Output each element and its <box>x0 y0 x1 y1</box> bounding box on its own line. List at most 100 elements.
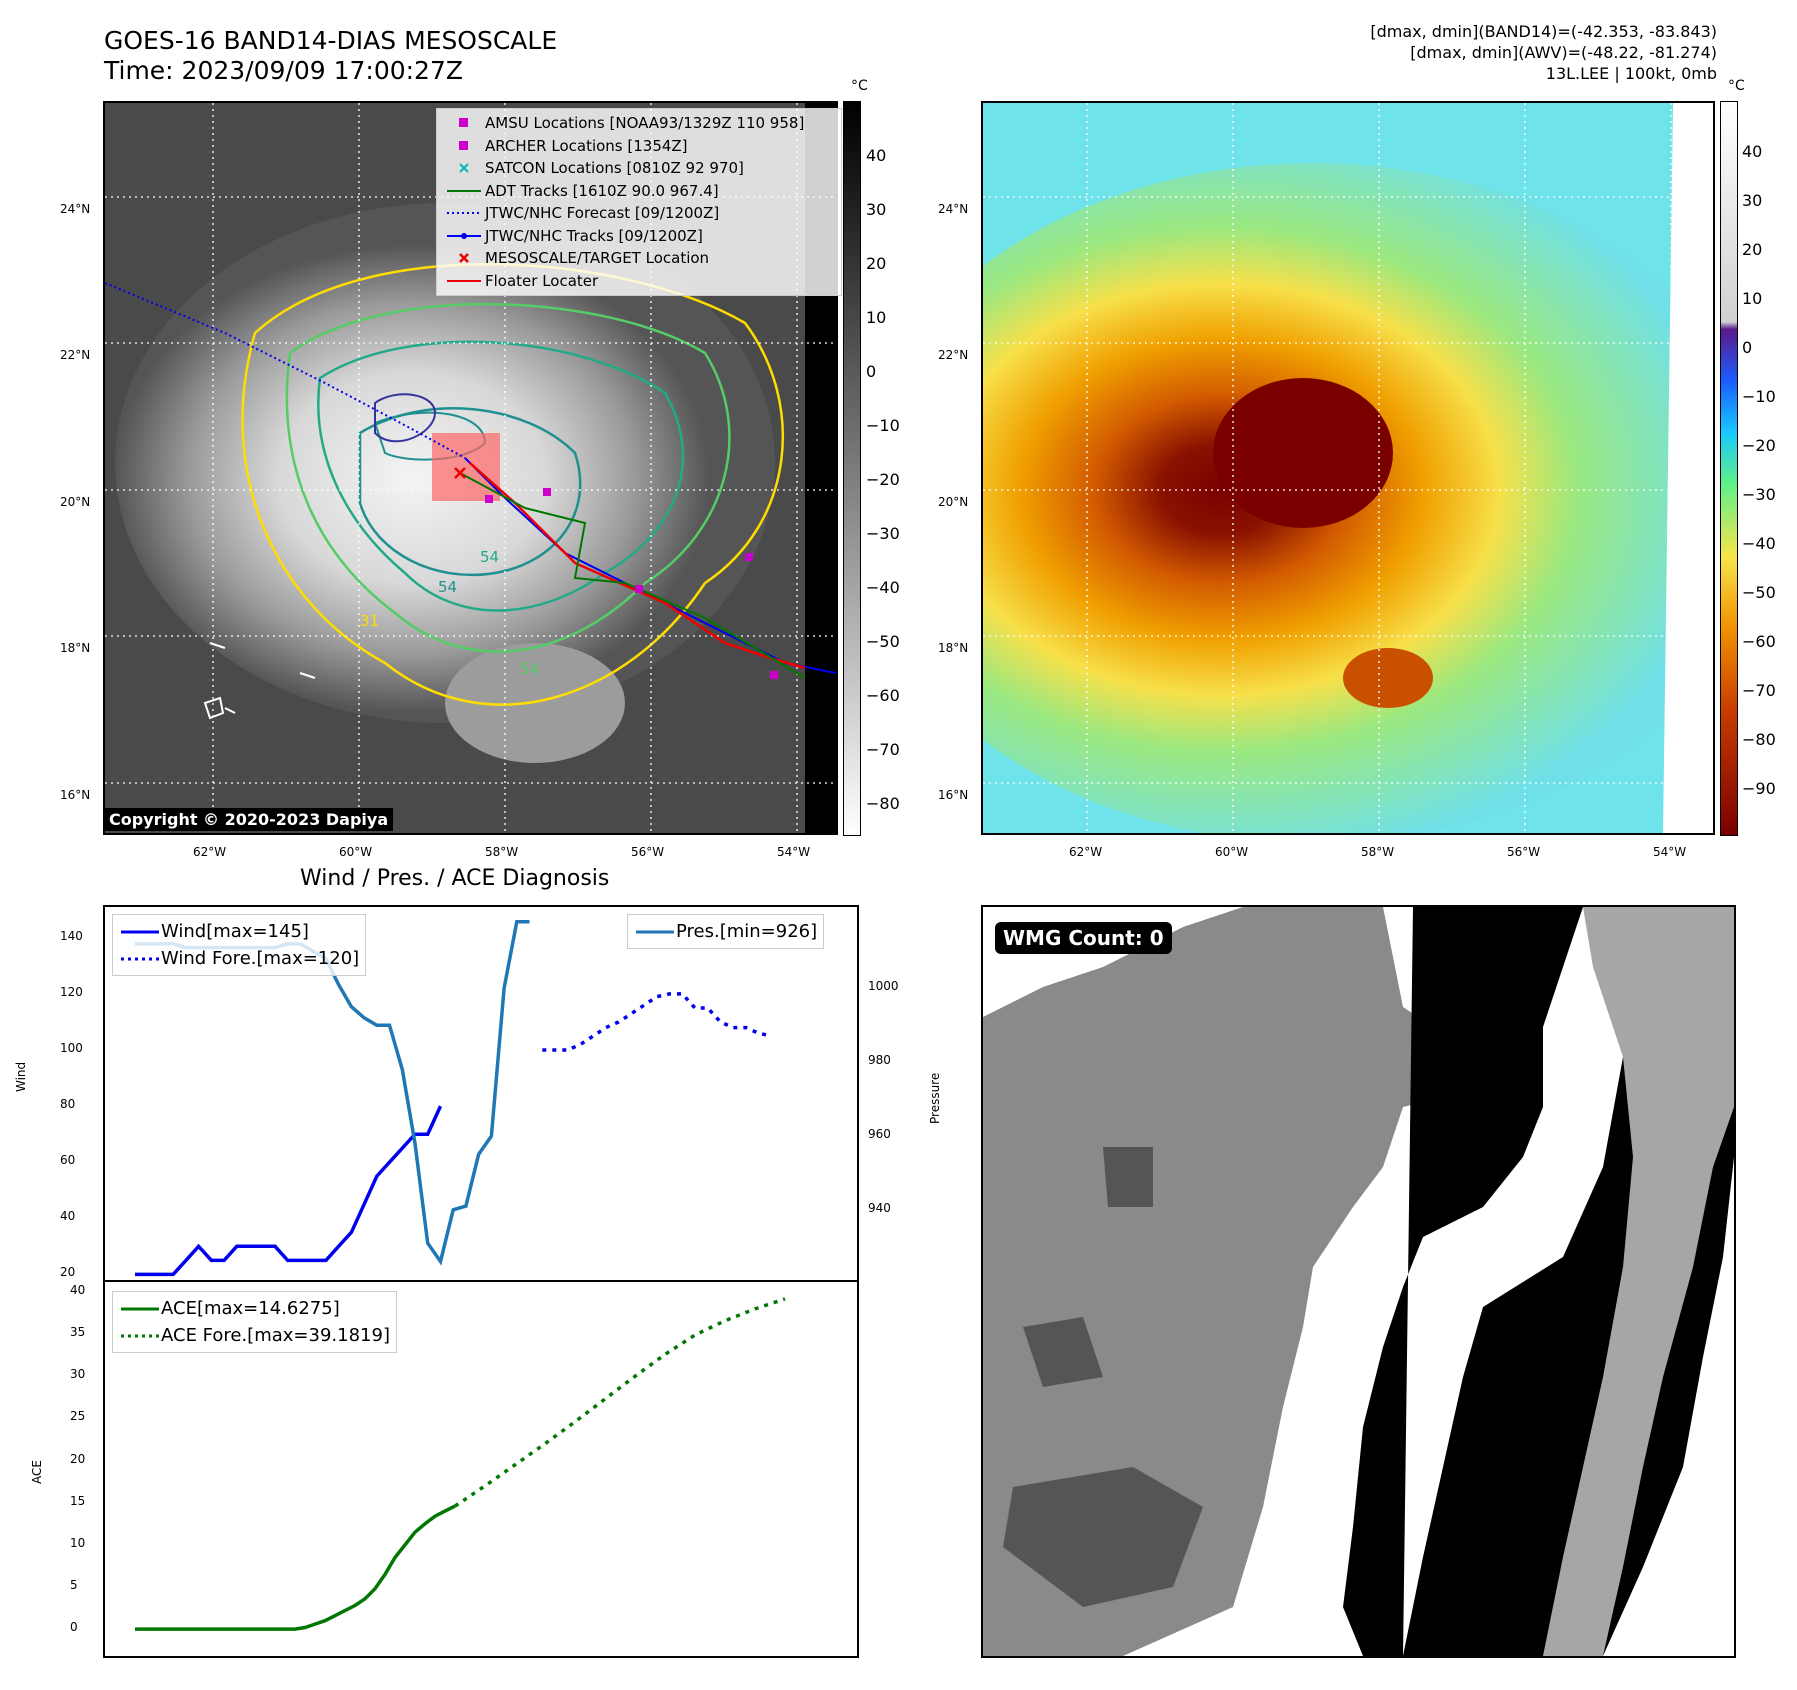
diagnosis-title: Wind / Pres. / ACE Diagnosis <box>300 866 610 891</box>
amsu-archer-markers <box>485 488 778 679</box>
legend-jtwc-tracks: JTWC/NHC Tracks [09/1200Z] <box>443 225 835 248</box>
awv-map <box>983 103 1713 833</box>
dotted-line-icon <box>443 210 485 216</box>
info-awv: [dmax, dmin](AWV)=(-48.22, -81.274) <box>1410 43 1717 62</box>
lat-tick: 16°N <box>938 788 969 802</box>
line-dot-icon <box>443 232 485 240</box>
pressure-tick: 940 <box>868 1200 891 1215</box>
ace-tick: 10 <box>70 1535 86 1550</box>
lon-tick: 54°W <box>777 845 811 859</box>
forecast-track <box>105 282 466 459</box>
contour-core <box>374 393 437 443</box>
square-icon <box>443 117 485 129</box>
legend-label: SATCON Locations [0810Z 92 970] <box>485 159 744 177</box>
colorbar-tick: −30 <box>1742 485 1776 504</box>
square-icon <box>443 140 485 152</box>
legend-label: JTWC/NHC Tracks [09/1200Z] <box>485 226 703 245</box>
colorbar-tick: −70 <box>1742 681 1776 700</box>
colorbar-tick: −70 <box>866 740 900 759</box>
colorbar-tick: 40 <box>1742 142 1763 161</box>
colorbar-tick: 10 <box>1742 289 1763 308</box>
lat-tick: 18°N <box>938 641 969 655</box>
lon-tick: 56°W <box>1507 845 1541 859</box>
colorbar-tick: −80 <box>1742 730 1776 749</box>
lat-tick: 16°N <box>60 788 91 802</box>
contour-label-54: 54 <box>438 578 458 596</box>
ace-tick: 30 <box>70 1367 86 1382</box>
awv-map-panel <box>981 101 1715 835</box>
wmg-dark-patch <box>1103 1147 1153 1207</box>
colorbar-unit: °C <box>1728 78 1745 94</box>
awv-core <box>1213 378 1393 528</box>
colorbar-tick: 30 <box>1742 191 1763 210</box>
info-band14: [dmax, dmin](BAND14)=(-42.353, -83.843) <box>1370 22 1717 41</box>
lon-tick: 60°W <box>339 845 373 859</box>
colorbar-tick: −50 <box>1742 583 1776 602</box>
target-marker <box>454 467 466 479</box>
lon-tick: 58°W <box>1361 845 1395 859</box>
line-icon <box>634 929 676 935</box>
ace-tick: 0 <box>70 1620 78 1635</box>
contour-label-54b: 54 <box>480 548 500 566</box>
legend-label: ACE Fore.[max=39.1819] <box>161 1325 390 1346</box>
colorbar-tick: 20 <box>866 254 887 273</box>
legend-label: Floater Locater <box>485 271 599 290</box>
lon-tick: 56°W <box>631 845 665 859</box>
wmg-dark-patch <box>1003 1467 1203 1607</box>
lon-tick: 62°W <box>193 845 227 859</box>
x-icon <box>443 252 485 264</box>
awv-grid <box>983 103 1713 833</box>
ace-series-line-0 <box>135 1504 456 1631</box>
pressure-tick: 1000 <box>868 979 899 994</box>
colorbar-tick: −20 <box>1742 436 1776 455</box>
legend-label: Pres.[min=926] <box>676 921 818 942</box>
lat-tick: 24°N <box>938 202 969 216</box>
legend-amsu: AMSU Locations [NOAA93/1329Z 110 958] <box>443 112 835 135</box>
legend-target: MESOSCALE/TARGET Location <box>443 247 835 270</box>
colorbar-tick: −50 <box>866 632 900 651</box>
ace-tick: 40 <box>70 1283 86 1297</box>
lon-tick: 62°W <box>1069 845 1103 859</box>
lon-tick: 54°W <box>1653 845 1687 859</box>
contour-dark-teal <box>358 407 582 577</box>
wmg-count-badge: WMG Count: 0 <box>995 922 1172 954</box>
lat-tick: 18°N <box>60 641 91 655</box>
ace-axis-label: ACE <box>30 1460 44 1484</box>
awv-cell <box>1343 648 1433 708</box>
wmg-dark-patch <box>1023 1317 1103 1387</box>
wmg-panel <box>981 905 1736 1658</box>
wmg-light-band <box>1543 907 1734 1656</box>
wind-tick: 20 <box>60 1265 76 1280</box>
ace-tick: 25 <box>70 1409 86 1424</box>
mesoscale-box <box>432 433 500 501</box>
legend-ace-forecast: ACE Fore.[max=39.1819] <box>119 1322 390 1349</box>
contour-label-31: 31 <box>360 612 380 630</box>
info-storm: 13L.LEE | 100kt, 0mb <box>1545 64 1717 83</box>
legend-adt: ADT Tracks [1610Z 90.0 967.4] <box>443 180 835 203</box>
wind-tick: 40 <box>60 1209 76 1224</box>
lat-tick: 24°N <box>60 202 91 216</box>
colorbar-tick: −60 <box>866 686 900 705</box>
ace-tick: 15 <box>70 1493 86 1508</box>
colorbar-tick: 0 <box>866 362 877 381</box>
dotted-line-icon <box>119 956 161 962</box>
colorbar-tick: −60 <box>1742 632 1776 651</box>
colorbar-tick: −40 <box>866 578 900 597</box>
contour-green <box>285 303 731 653</box>
colorbar-tick: 20 <box>1742 240 1763 259</box>
pressure-tick: 980 <box>868 1053 891 1068</box>
figure-title: GOES-16 BAND14-DIAS MESOSCALE <box>104 26 558 55</box>
lat-tick: 20°N <box>60 495 91 509</box>
pressure-tick: 960 <box>868 1126 891 1141</box>
wmg-gray-region <box>983 907 1483 1656</box>
figure-time: Time: 2023/09/09 17:00:27Z <box>104 56 463 85</box>
legend-label: ACE[max=14.6275] <box>161 1298 340 1319</box>
ace-panel <box>103 1280 859 1658</box>
legend-satcon: SATCON Locations [0810Z 92 970] <box>443 157 835 180</box>
x-icon <box>443 162 485 174</box>
ace-series-line-1 <box>454 1297 786 1508</box>
lat-tick: 22°N <box>60 348 91 362</box>
map-legend: AMSU Locations [NOAA93/1329Z 110 958] AR… <box>436 108 842 296</box>
legend-label: Wind Fore.[max=120] <box>161 948 360 969</box>
series-line-1 <box>542 992 772 1052</box>
